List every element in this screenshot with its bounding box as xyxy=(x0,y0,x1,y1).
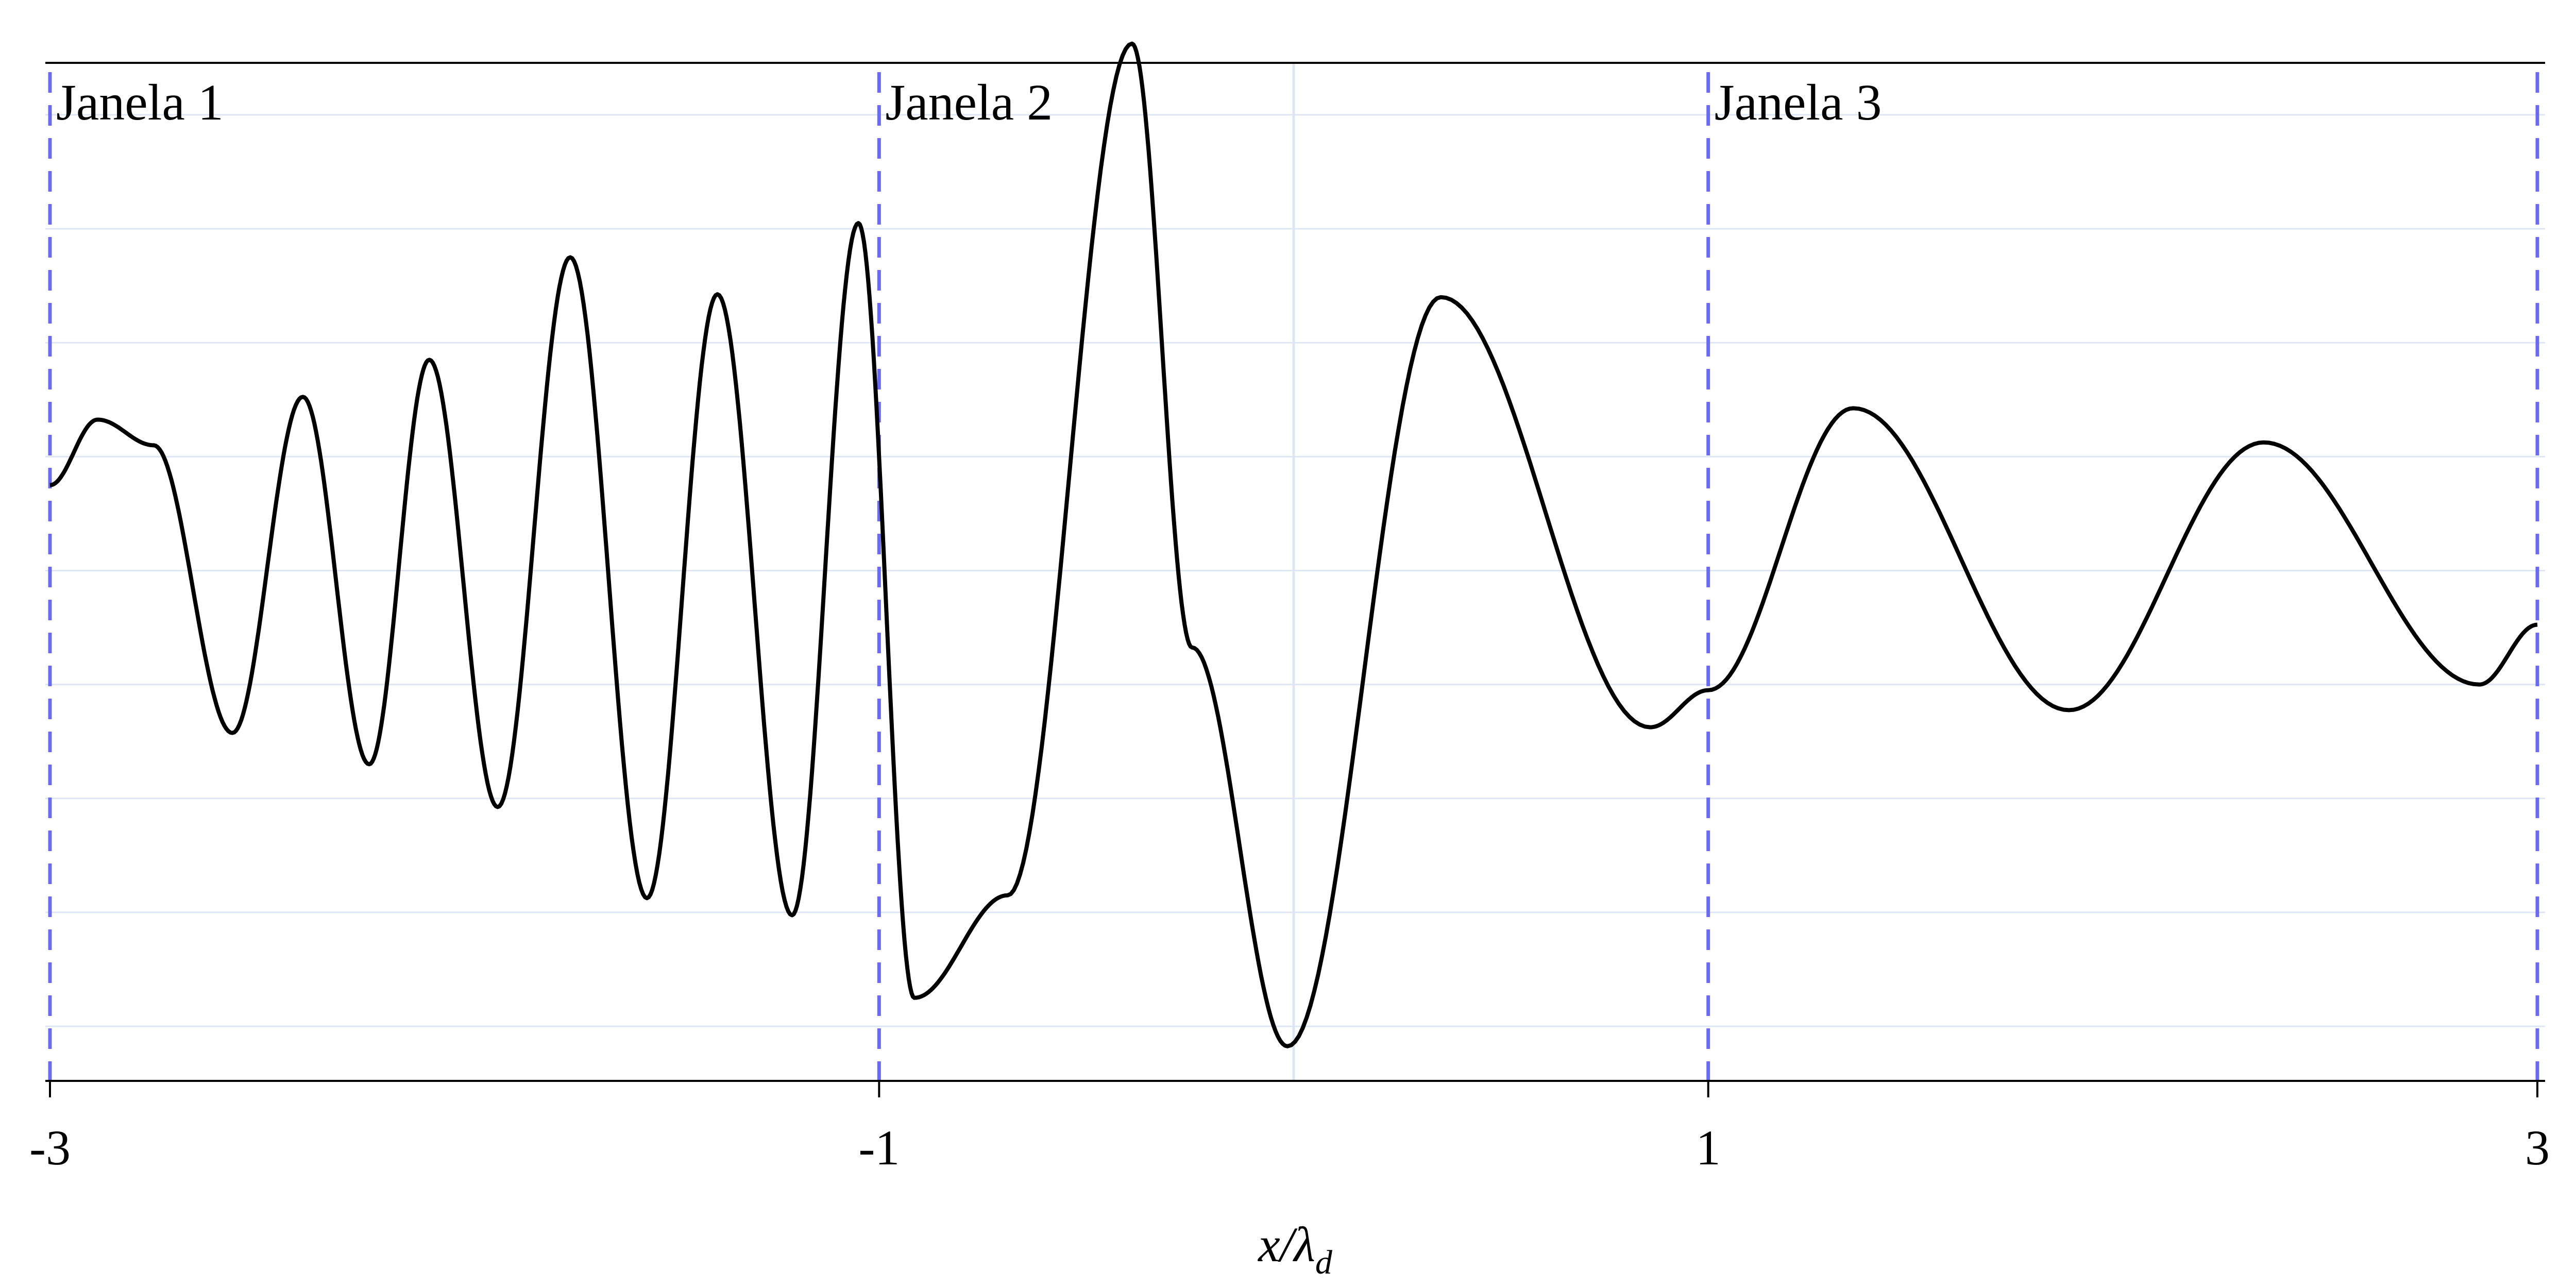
window-label-2: Janela 2 xyxy=(885,74,1053,131)
x-tick-label-2: 1 xyxy=(1696,1120,1721,1175)
window-labels: Janela 1 Janela 2 Janela 3 xyxy=(56,74,1882,131)
window-label-3: Janela 3 xyxy=(1715,74,1882,131)
grid-lines xyxy=(45,63,2545,1081)
x-tick-label-3: 3 xyxy=(2525,1120,2550,1175)
window-boundaries xyxy=(48,72,2539,1081)
x-tick-label-0: -3 xyxy=(29,1120,71,1175)
series-layer xyxy=(49,41,2538,1048)
x-tick-label-1: -1 xyxy=(858,1120,900,1175)
series-line-0 xyxy=(49,41,2538,1048)
window-label-1: Janela 1 xyxy=(56,74,224,131)
x-axis-label: x/λd xyxy=(1257,1217,1333,1281)
x-axis-ticks: -3 -1 1 3 xyxy=(29,1081,2550,1175)
